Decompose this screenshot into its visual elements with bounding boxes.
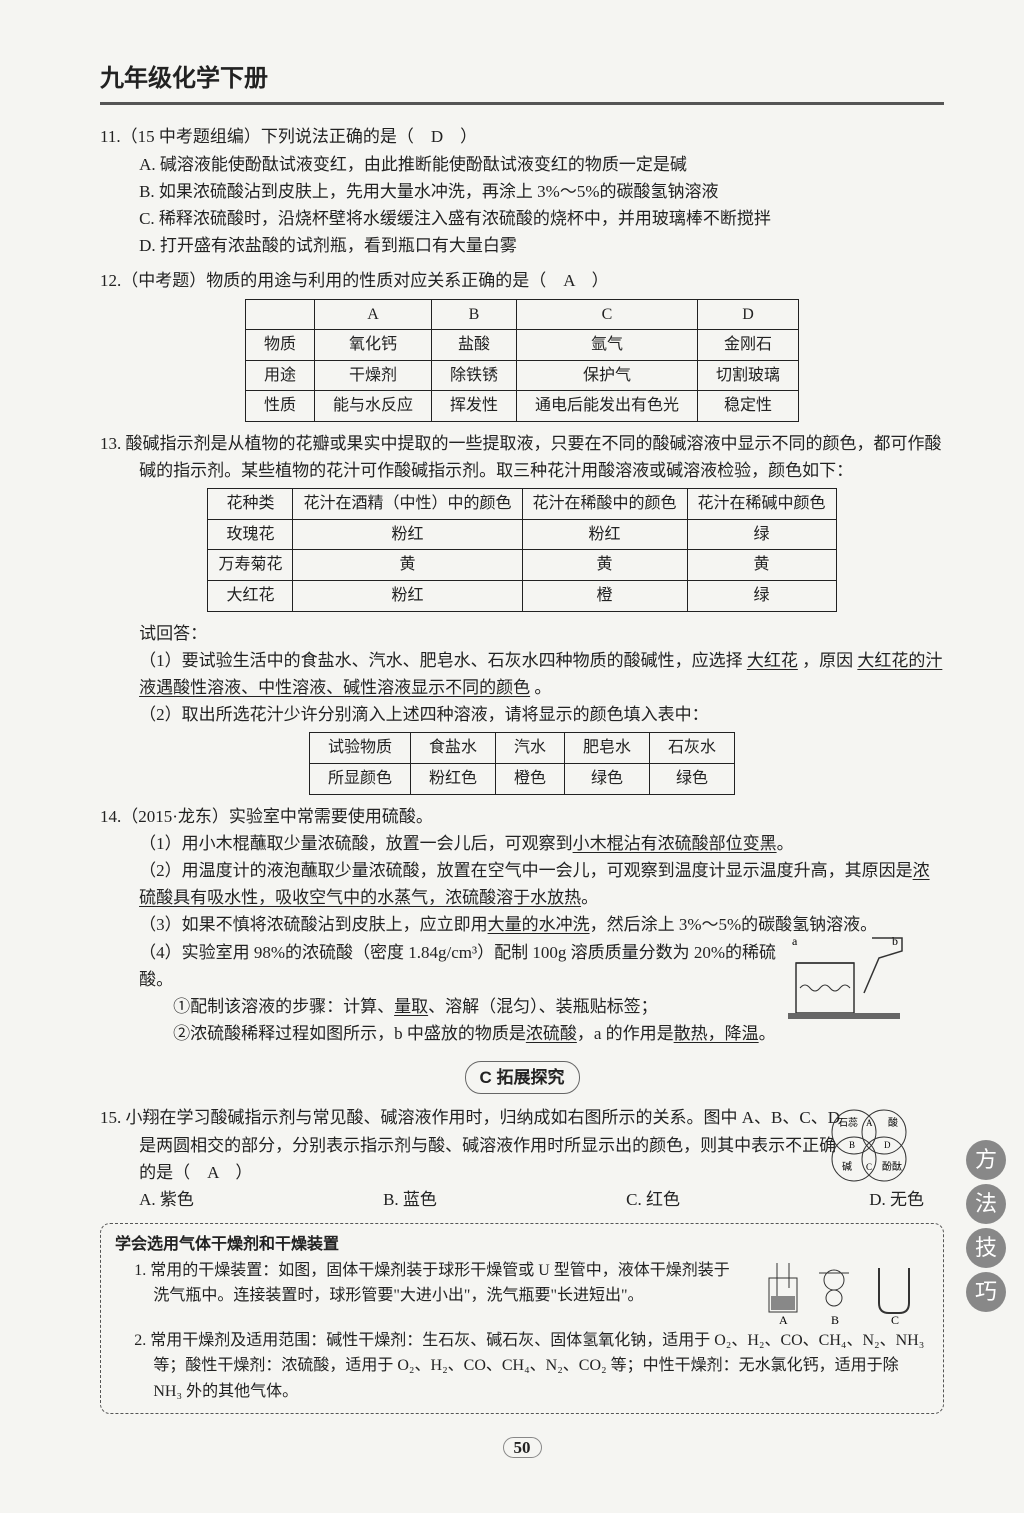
q15-opt-d: D. 无色	[869, 1186, 924, 1213]
q12-stem: 12.（中考题）物质的用途与利用的性质对应关系正确的是（ A ）	[100, 267, 944, 294]
question-11: 11.（15 中考题组编）下列说法正确的是（ D ） A. 碱溶液能使酚酞试液变…	[100, 123, 944, 259]
svg-text:A: A	[866, 1118, 873, 1128]
svg-text:B: B	[849, 1140, 855, 1150]
header-rule	[100, 102, 944, 105]
tips-item-2: 2. 常用干燥剂及适用范围：碱性干燥剂：生石灰、碱石灰、固体氢氧化钠，适用于 O…	[134, 1328, 929, 1405]
question-15: 15. 小翔在学习酸碱指示剂与常见酸、碱溶液作用时，归纳成如右图所示的关系。图中…	[100, 1104, 944, 1213]
question-12: 12.（中考题）物质的用途与利用的性质对应关系正确的是（ A ） A B C D…	[100, 267, 944, 422]
svg-text:酚酞: 酚酞	[882, 1160, 902, 1173]
venn-diagram-icon: 石蕊 酸 碱 酚酞 A B C D	[824, 1104, 914, 1189]
chip-4: 巧	[966, 1272, 1006, 1312]
q13-table-2: 试验物质 食盐水 汽水 肥皂水 石灰水 所显颜色 粉红色 橙色 绿色 绿色	[309, 732, 735, 794]
q14-part-4-2: ②浓硫酸稀释过程如图所示，b 中盛放的物质是浓硫酸，a 的作用是散热，降温。	[100, 1020, 944, 1047]
q11-opt-d: D. 打开盛有浓盐酸的试剂瓶，看到瓶口有大量白雾	[139, 232, 944, 259]
svg-text:碱: 碱	[842, 1161, 852, 1173]
svg-text:C: C	[866, 1162, 872, 1172]
q11-opt-b: B. 如果浓硫酸沾到皮肤上，先用大量水冲洗，再涂上 3%～5%的碳酸氢钠溶液	[139, 178, 944, 205]
q13-part-2: （2）取出所选花汁少许分别滴入上述四种溶液，请将显示的颜色填入表中：	[100, 701, 944, 728]
q14-part-2: （2）用温度计的液泡蘸取少量浓硫酸，放置在空气中一会儿，可观察到温度计显示温度升…	[100, 857, 944, 911]
page-footer: 50	[100, 1434, 944, 1461]
q13-part-1: （1）要试验生活中的食盐水、汽水、肥皂水、石灰水四种物质的酸碱性，应选择 大红花…	[100, 647, 944, 701]
svg-text:D: D	[884, 1140, 891, 1150]
q11-opt-a: A. 碱溶液能使酚酞试液变红，由此推断能使酚酞试液变红的物质一定是碱	[139, 151, 944, 178]
q11-opt-c: C. 稀释浓硫酸时，沿烧杯壁将水缓缓注入盛有浓硫酸的烧杯中，并用玻璃棒不断搅拌	[139, 205, 944, 232]
section-c-badge: C 拓展探究	[100, 1061, 944, 1094]
svg-text:石蕊: 石蕊	[838, 1117, 858, 1129]
svg-text:酸: 酸	[888, 1116, 898, 1129]
tips-box: 学会选用气体干燥剂和干燥装置 1. 常用的干燥装置：如图，固体干燥剂装于球形干燥…	[100, 1223, 944, 1413]
q14-ans-4-2b: 散热，降温	[674, 1024, 759, 1043]
q13-ans-1a: 大红花	[747, 651, 798, 670]
svg-text:C: C	[891, 1313, 899, 1327]
question-13: 13. 酸碱指示剂是从植物的花瓣或果实中提取的一些提取液，只要在不同的酸碱溶液中…	[100, 430, 944, 795]
q14-ans-3: 大量的水冲洗	[488, 915, 590, 934]
q13-prompt: 试回答：	[100, 620, 944, 647]
q14-part-1: （1）用小木棍蘸取少量浓硫酸，放置一会儿后，可观察到小木棍沾有浓硫酸部位变黑。	[100, 830, 944, 857]
svg-text:B: B	[831, 1313, 839, 1327]
chip-3: 技	[966, 1228, 1006, 1268]
tips-title: 学会选用气体干燥剂和干燥装置	[115, 1232, 929, 1258]
page-number: 50	[503, 1437, 542, 1458]
q14-ans-4-1: 量取	[394, 997, 428, 1016]
q15-opt-b: B. 蓝色	[383, 1186, 437, 1213]
svg-text:b: b	[892, 934, 898, 948]
q14-stem: 14.（2015·龙东）实验室中常需要使用硫酸。	[100, 803, 944, 830]
question-14: 14.（2015·龙东）实验室中常需要使用硫酸。 （1）用小木棍蘸取少量浓硫酸，…	[100, 803, 944, 1048]
book-title: 九年级化学下册	[100, 60, 944, 98]
q11-stem: 11.（15 中考题组编）下列说法正确的是（ D ）	[100, 123, 944, 150]
q13-table-1: 花种类 花汁在酒精（中性）中的颜色 花汁在稀酸中的颜色 花汁在稀碱中颜色 玫瑰花…	[207, 488, 836, 611]
q13-stem: 13. 酸碱指示剂是从植物的花瓣或果实中提取的一些提取液，只要在不同的酸碱溶液中…	[100, 430, 944, 484]
q15-opt-a: A. 紫色	[139, 1186, 194, 1213]
q12-table: A B C D 物质氧化钙盐酸氩气金刚石 用途干燥剂除铁锈保护气切割玻璃 性质能…	[245, 299, 799, 422]
svg-text:A: A	[779, 1313, 788, 1327]
drying-apparatus-icon: A B C	[759, 1258, 929, 1328]
q15-opt-c: C. 红色	[626, 1186, 680, 1213]
chip-1: 方	[966, 1140, 1006, 1180]
side-chips: 方 法 技 巧	[966, 1140, 1006, 1312]
svg-text:a: a	[792, 934, 798, 948]
chip-2: 法	[966, 1184, 1006, 1224]
q14-ans-4-2a: 浓硫酸	[526, 1024, 577, 1043]
beaker-diagram-icon: a b	[784, 933, 904, 1023]
q15-stem: 15. 小翔在学习酸碱指示剂与常见酸、碱溶液作用时，归纳成如右图所示的关系。图中…	[100, 1104, 944, 1186]
tips-item-1: 1. 常用的干燥装置：如图，固体干燥剂装于球形干燥管或 U 型管中，液体干燥剂装…	[134, 1258, 739, 1309]
q14-ans-1: 小木棍沾有浓硫酸部位变黑	[573, 834, 777, 853]
